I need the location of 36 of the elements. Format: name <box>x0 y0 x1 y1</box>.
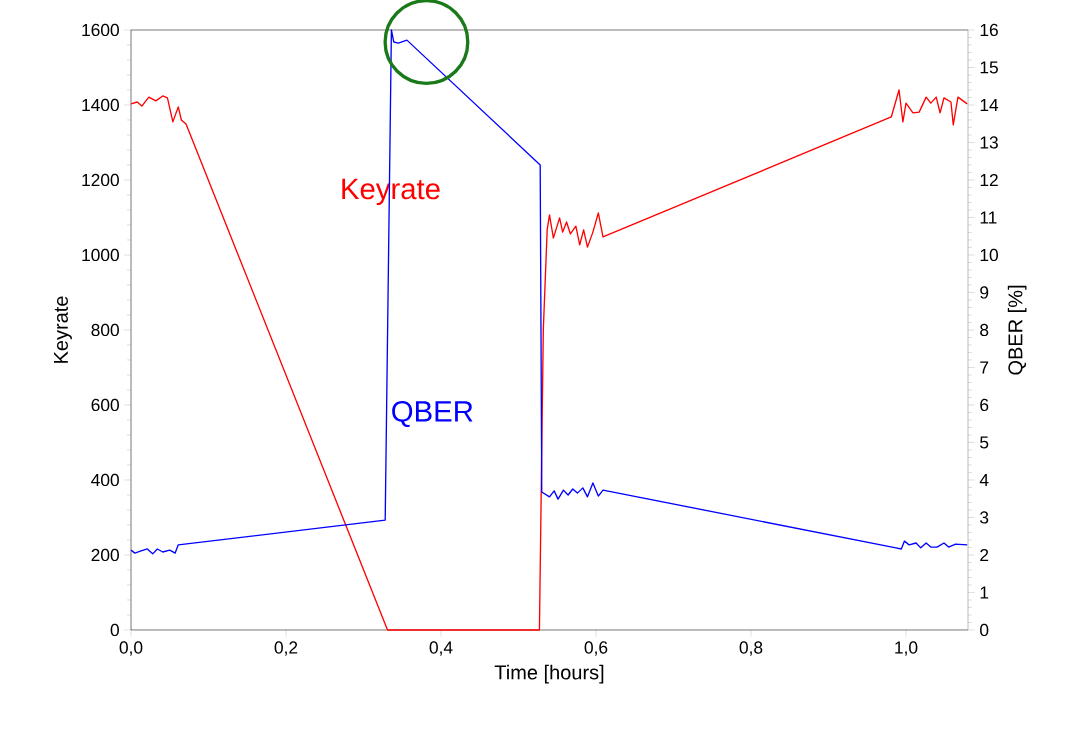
y2-tick-label: 12 <box>980 173 998 187</box>
y2-tick-label: 11 <box>980 211 997 224</box>
x-tick-label: 0,2 <box>274 641 298 656</box>
x-tick-label: 1,0 <box>895 641 918 656</box>
y-tick-label: 0 <box>110 623 119 637</box>
y2-tick-label: 4 <box>979 474 989 486</box>
y-tick-label: 1200 <box>82 173 119 187</box>
y2-tick-label: 6 <box>980 398 989 412</box>
y-tick-label: 400 <box>91 473 119 487</box>
y2-tick-label: 16 <box>980 23 998 37</box>
x-tick-label: 0,4 <box>429 641 453 656</box>
y2-tick-label: 8 <box>980 323 989 337</box>
x-tick-label: 0,8 <box>739 641 763 656</box>
series-label: QBER <box>392 400 473 427</box>
y2-tick-label: 7 <box>980 361 989 374</box>
y2-tick-label: 10 <box>980 248 998 262</box>
y2-tick-label: 9 <box>980 286 989 299</box>
y2-tick-label: 13 <box>980 136 998 149</box>
y2-tick-label: 1 <box>980 586 989 599</box>
y2-tick-label: 2 <box>980 548 989 562</box>
y-axis-title: Keyrate <box>54 296 72 363</box>
y-tick-label: 1600 <box>82 23 119 37</box>
y2-tick-label: 3 <box>980 511 989 524</box>
y2-tick-label: 14 <box>980 99 999 111</box>
x-axis-title: Time [hours] <box>494 664 604 684</box>
y2-tick-label: 15 <box>980 61 998 74</box>
y-tick-label: 200 <box>91 548 119 562</box>
y2-tick-label: 0 <box>980 623 989 637</box>
y-tick-label: 800 <box>91 323 119 337</box>
y-tick-label: 600 <box>91 398 119 412</box>
y2-tick-label: 5 <box>980 436 989 449</box>
x-tick-label: 0,6 <box>584 641 608 656</box>
y-tick-label: 1400 <box>82 98 119 112</box>
x-tick-label: 0,0 <box>119 641 143 656</box>
y2-axis-title: QBER [%] <box>1007 285 1027 375</box>
y-tick-label: 1000 <box>82 248 119 262</box>
